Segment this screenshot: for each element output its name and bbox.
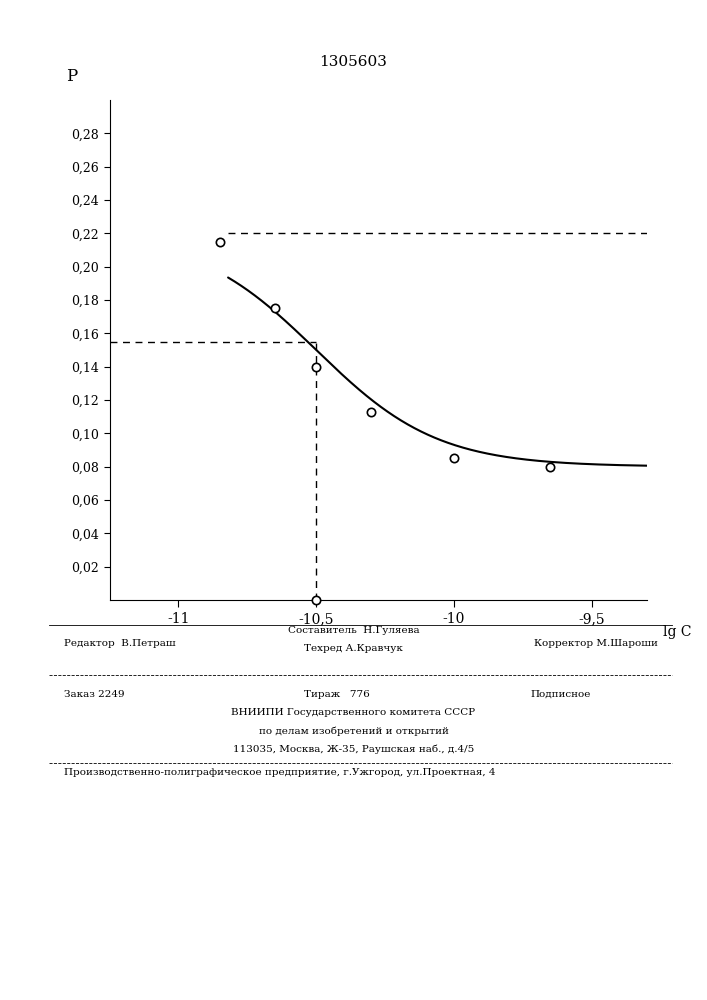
Text: 113035, Москва, Ж-35, Раушская наб., д.4/5: 113035, Москва, Ж-35, Раушская наб., д.4… [233, 744, 474, 754]
Text: Заказ 2249: Заказ 2249 [64, 690, 124, 699]
Text: ВНИИПИ Государственного комитета СССР: ВНИИПИ Государственного комитета СССР [231, 708, 476, 717]
Text: по делам изобретений и открытий: по делам изобретений и открытий [259, 726, 448, 736]
Text: Корректор М.Шароши: Корректор М.Шароши [534, 639, 658, 648]
Text: lg C: lg C [663, 625, 691, 639]
Text: Производственно-полиграфическое предприятие, г.Ужгород, ул.Проектная, 4: Производственно-полиграфическое предприя… [64, 768, 495, 777]
Text: Редактор  В.Петраш: Редактор В.Петраш [64, 639, 175, 648]
Text: Составитель  Н.Гуляева: Составитель Н.Гуляева [288, 626, 419, 635]
Text: P: P [66, 68, 78, 85]
Text: Подписное: Подписное [530, 690, 590, 699]
Text: Техред А.Кравчук: Техред А.Кравчук [304, 644, 403, 653]
Text: Тираж   776: Тираж 776 [304, 690, 370, 699]
Text: 1305603: 1305603 [320, 55, 387, 69]
